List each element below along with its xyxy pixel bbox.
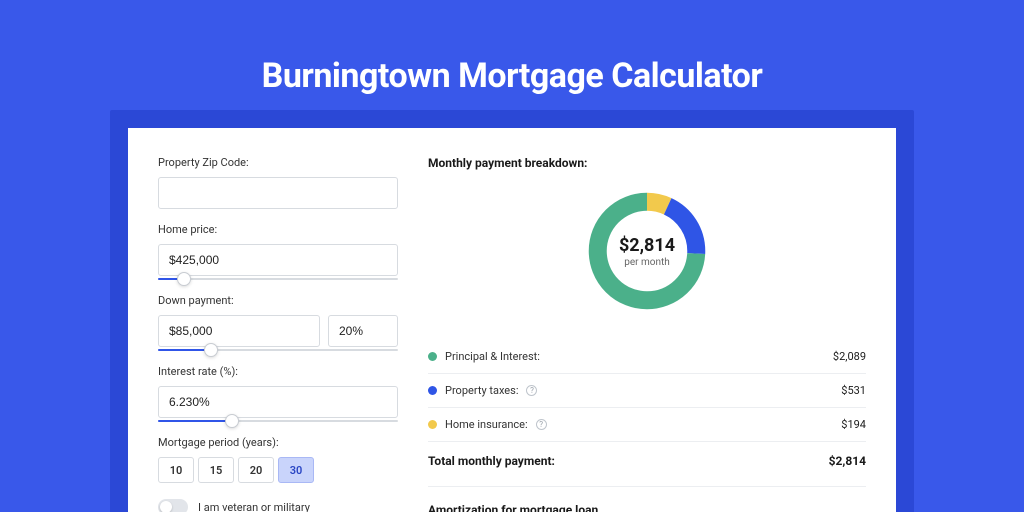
legend-amount-property-taxes: $531 <box>841 384 866 397</box>
period-label: Mortgage period (years): <box>158 436 398 449</box>
period-option-20[interactable]: 20 <box>238 457 274 483</box>
legend-label-property-taxes: Property taxes: <box>445 384 518 397</box>
field-period: Mortgage period (years): 10152030 <box>158 436 398 483</box>
legend-dot-home-insurance <box>428 420 437 429</box>
legend-left-principal-interest: Principal & Interest: <box>428 350 540 363</box>
period-option-15[interactable]: 15 <box>198 457 234 483</box>
page-root: Burningtown Mortgage Calculator Property… <box>0 0 1024 512</box>
veteran-row: I am veteran or military <box>158 499 398 512</box>
donut-sub: per month <box>624 257 670 268</box>
legend-label-principal-interest: Principal & Interest: <box>445 350 540 363</box>
interest-label: Interest rate (%): <box>158 365 398 378</box>
breakdown-title: Monthly payment breakdown: <box>428 156 866 170</box>
field-zip: Property Zip Code: <box>158 156 398 209</box>
veteran-toggle[interactable] <box>158 499 188 512</box>
info-icon[interactable]: ? <box>536 419 547 430</box>
total-row: Total monthly payment: $2,814 <box>428 441 866 482</box>
legend-row-home-insurance: Home insurance:? $194 <box>428 407 866 441</box>
veteran-toggle-knob <box>160 501 172 512</box>
down-payment-amount-input[interactable] <box>158 315 320 347</box>
donut-wrap: $2,814 per month <box>428 186 866 316</box>
legend-amount-home-insurance: $194 <box>841 418 866 431</box>
down-payment-slider[interactable] <box>158 349 398 351</box>
legend-row-principal-interest: Principal & Interest: $2,089 <box>428 340 866 373</box>
donut-value: $2,814 <box>619 235 675 256</box>
breakdown-column: Monthly payment breakdown: $2,814 per mo… <box>428 156 866 512</box>
interest-slider[interactable] <box>158 420 398 422</box>
down-payment-percent-input[interactable] <box>328 315 398 347</box>
total-amount: $2,814 <box>829 454 866 468</box>
field-down-payment: Down payment: <box>158 294 398 351</box>
period-option-10[interactable]: 10 <box>158 457 194 483</box>
field-home-price: Home price: <box>158 223 398 280</box>
down-payment-label: Down payment: <box>158 294 398 307</box>
legend-left-home-insurance: Home insurance:? <box>428 418 547 431</box>
legend-amount-principal-interest: $2,089 <box>833 350 866 363</box>
form-column: Property Zip Code: Home price: Down paym… <box>158 156 398 512</box>
interest-slider-fill <box>158 420 232 422</box>
donut-center: $2,814 per month <box>582 186 712 316</box>
calculator-card: Property Zip Code: Home price: Down paym… <box>128 128 896 512</box>
legend: Principal & Interest: $2,089 Property taxe… <box>428 340 866 441</box>
amortization-section: Amortization for mortgage loan Amortizat… <box>428 486 866 512</box>
interest-input[interactable] <box>158 386 398 418</box>
period-options: 10152030 <box>158 457 398 483</box>
legend-dot-principal-interest <box>428 352 437 361</box>
legend-row-property-taxes: Property taxes:? $531 <box>428 373 866 407</box>
veteran-label: I am veteran or military <box>198 501 310 512</box>
down-payment-slider-thumb[interactable] <box>204 343 218 357</box>
info-icon[interactable]: ? <box>526 385 537 396</box>
field-interest: Interest rate (%): <box>158 365 398 422</box>
home-price-slider-thumb[interactable] <box>177 272 191 286</box>
zip-input[interactable] <box>158 177 398 209</box>
legend-label-home-insurance: Home insurance: <box>445 418 528 431</box>
home-price-input[interactable] <box>158 244 398 276</box>
amortization-title: Amortization for mortgage loan <box>428 503 866 512</box>
payment-donut: $2,814 per month <box>582 186 712 316</box>
total-label: Total monthly payment: <box>428 454 555 468</box>
legend-left-property-taxes: Property taxes:? <box>428 384 537 397</box>
interest-slider-thumb[interactable] <box>225 414 239 428</box>
page-title: Burningtown Mortgage Calculator <box>0 56 1024 96</box>
period-option-30[interactable]: 30 <box>278 457 314 483</box>
zip-label: Property Zip Code: <box>158 156 398 169</box>
legend-dot-property-taxes <box>428 386 437 395</box>
home-price-slider[interactable] <box>158 278 398 280</box>
home-price-label: Home price: <box>158 223 398 236</box>
